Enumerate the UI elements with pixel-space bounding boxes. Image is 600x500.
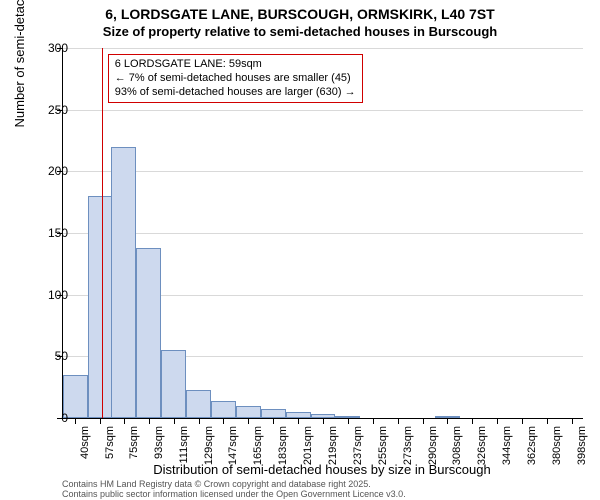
y-tick-label: 150 (28, 226, 68, 240)
x-tick (124, 418, 125, 424)
x-tick (100, 418, 101, 424)
histogram-bar (186, 390, 211, 418)
gridline (63, 233, 583, 234)
gridline (63, 48, 583, 49)
x-tick (547, 418, 548, 424)
x-tick (273, 418, 274, 424)
gridline (63, 171, 583, 172)
x-tick (373, 418, 374, 424)
histogram-bar (261, 409, 286, 418)
x-tick (348, 418, 349, 424)
y-tick-label: 250 (28, 103, 68, 117)
reference-line (102, 48, 103, 418)
chart-footer: Contains HM Land Registry data © Crown c… (62, 480, 406, 500)
histogram-bar (88, 196, 113, 418)
x-tick (174, 418, 175, 424)
x-tick (398, 418, 399, 424)
x-tick (522, 418, 523, 424)
x-axis-label: Distribution of semi-detached houses by … (62, 462, 582, 477)
annotation-box: 6 LORDSGATE LANE: 59sqm← 7% of semi-deta… (108, 54, 363, 103)
annotation-line: 93% of semi-detached houses are larger (… (115, 86, 356, 100)
gridline (63, 110, 583, 111)
y-tick-label: 50 (28, 349, 68, 363)
plot-area: 40sqm57sqm75sqm93sqm111sqm129sqm147sqm16… (62, 48, 583, 419)
x-tick (248, 418, 249, 424)
x-tick (149, 418, 150, 424)
histogram-bar (136, 248, 161, 418)
footer-line2: Contains public sector information licen… (62, 490, 406, 500)
property-size-chart: 6, LORDSGATE LANE, BURSCOUGH, ORMSKIRK, … (0, 0, 600, 500)
y-tick-label: 100 (28, 288, 68, 302)
x-tick (423, 418, 424, 424)
x-tick (199, 418, 200, 424)
y-axis-label: Number of semi-detached properties (12, 0, 27, 128)
chart-subtitle: Size of property relative to semi-detach… (0, 24, 600, 39)
y-tick-label: 300 (28, 41, 68, 55)
chart-title: 6, LORDSGATE LANE, BURSCOUGH, ORMSKIRK, … (0, 6, 600, 22)
x-tick (75, 418, 76, 424)
y-tick-label: 0 (28, 411, 68, 425)
x-tick (472, 418, 473, 424)
histogram-bar (161, 350, 186, 418)
histogram-bar (236, 406, 261, 418)
x-tick (447, 418, 448, 424)
y-tick-label: 200 (28, 164, 68, 178)
annotation-line: 6 LORDSGATE LANE: 59sqm (115, 58, 356, 72)
annotation-line: ← 7% of semi-detached houses are smaller… (115, 72, 356, 86)
x-tick (497, 418, 498, 424)
x-tick (323, 418, 324, 424)
histogram-bar (111, 147, 136, 418)
x-tick (298, 418, 299, 424)
x-tick (223, 418, 224, 424)
histogram-bar (211, 401, 236, 418)
x-tick (572, 418, 573, 424)
